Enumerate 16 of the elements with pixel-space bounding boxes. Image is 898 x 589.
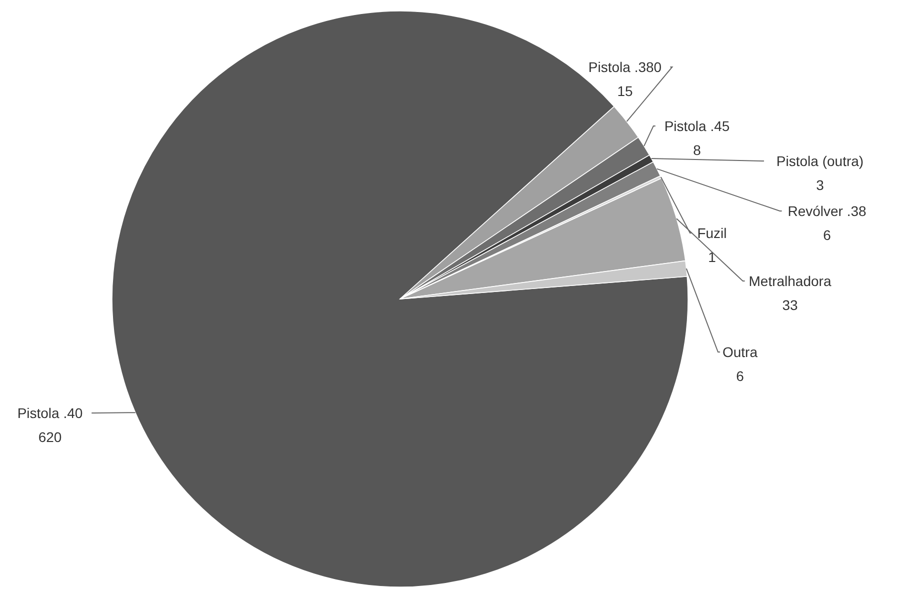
slice-label: Metralhadora — [748, 273, 832, 289]
slice-label: Pistola (outra) — [776, 153, 864, 169]
slice-label: Pistola .380 — [588, 59, 662, 75]
data-label: 8 — [693, 142, 702, 158]
data-label: 620 — [38, 429, 62, 445]
data-label: 6 — [736, 368, 744, 384]
slice-label: Pistola .45 — [664, 118, 730, 134]
data-label: 1 — [708, 249, 716, 265]
slice-label: Revólver .38 — [788, 203, 867, 219]
data-label: 15 — [617, 83, 633, 99]
slice-label: Fuzil — [697, 225, 727, 241]
slice-label: Pistola .40 — [17, 405, 83, 421]
data-label: 6 — [823, 227, 832, 243]
data-label: 33 — [782, 297, 798, 313]
data-label: 3 — [816, 177, 824, 193]
slice-label: Outra — [722, 344, 758, 360]
